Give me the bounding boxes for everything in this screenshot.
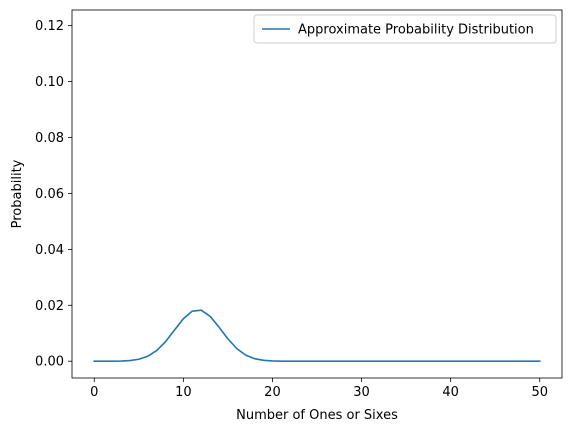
plot-frame [71, 9, 563, 379]
y-tick-label: 0.10 [35, 75, 64, 90]
legend-entry-label: Approximate Probability Distribution [298, 23, 534, 38]
x-tick-label: 10 [175, 385, 192, 400]
y-tick-label: 0.12 [35, 19, 64, 34]
x-tick-label: 20 [264, 385, 281, 400]
x-tick-label: 30 [353, 385, 370, 400]
series-line-0 [93, 309, 541, 363]
x-axis: 0 10 20 30 40 50 [90, 378, 548, 400]
y-tick-label: 0.04 [35, 243, 64, 258]
legend: Approximate Probability Distribution [253, 14, 557, 44]
y-tick-label: 0.08 [35, 131, 64, 146]
y-tick-label: 0.00 [35, 355, 64, 370]
y-tick-label: 0.06 [35, 187, 64, 202]
plot-area [71, 9, 563, 379]
x-tick-label: 50 [531, 385, 548, 400]
y-axis: 0.00 0.02 0.04 0.06 0.08 0.10 0.12 [35, 19, 72, 370]
legend-box [253, 14, 557, 44]
x-tick-label: 0 [90, 385, 98, 400]
y-tick-label: 0.02 [35, 299, 64, 314]
x-axis-label: Number of Ones or Sixes [236, 408, 398, 423]
x-tick-label: 40 [442, 385, 459, 400]
series-layer [93, 309, 541, 363]
y-axis-label: Probability [10, 159, 25, 228]
